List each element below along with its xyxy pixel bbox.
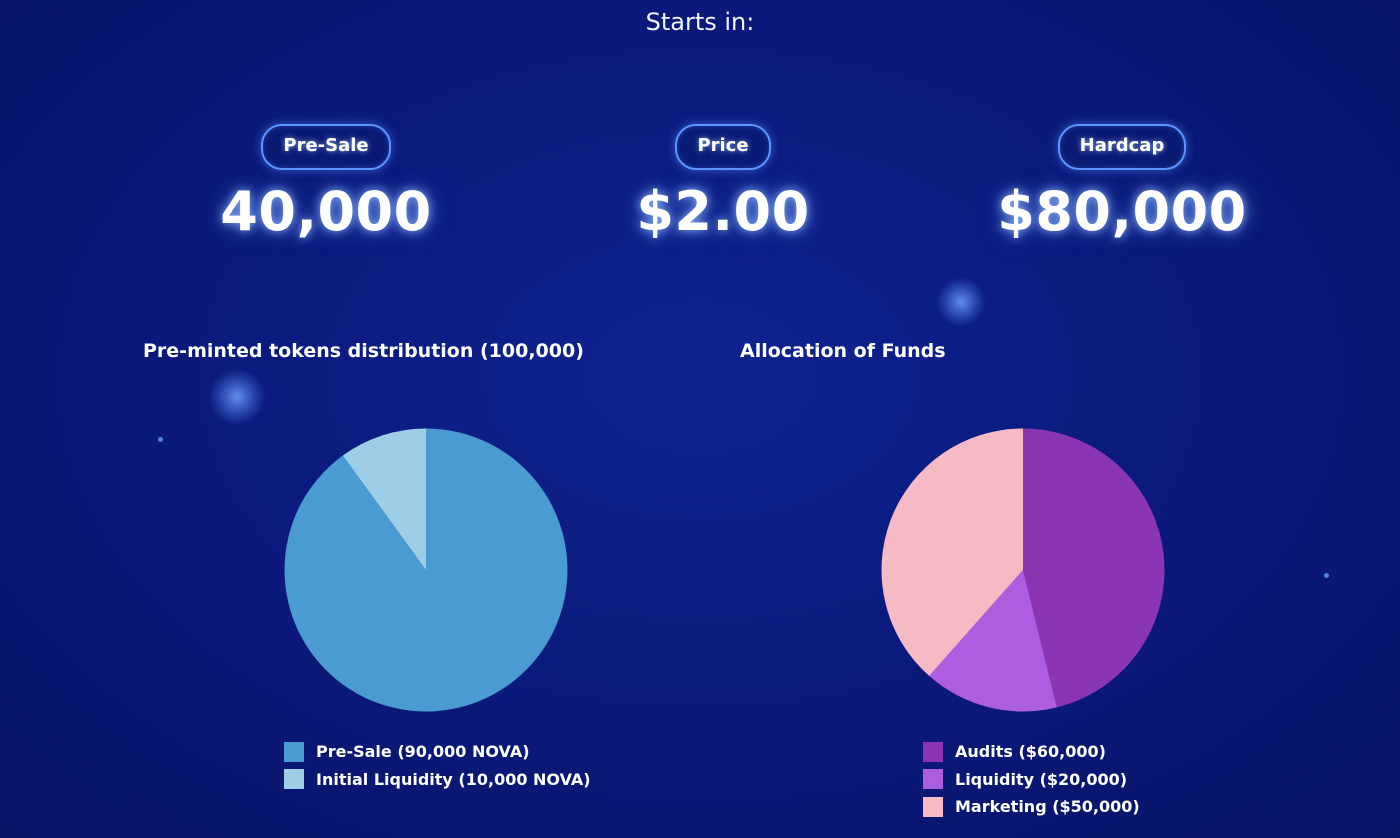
hardcap-pill: Hardcap	[1057, 124, 1187, 170]
pie-slice-3	[881, 428, 1023, 676]
legend-swatch	[923, 796, 943, 817]
pie-slice-1	[284, 428, 568, 712]
fund-allocation-pie	[881, 428, 1165, 712]
star-dot	[1324, 573, 1329, 578]
legend-swatch	[284, 769, 304, 790]
pie-slice-1	[1023, 428, 1165, 708]
legend-label: Liquidity ($20,000)	[955, 769, 1128, 789]
legend-swatch	[923, 741, 943, 762]
hardcap-stat: Hardcap $80,000	[912, 124, 1332, 243]
token-distribution-legend: Pre-Sale (90,000 NOVA) Initial Liquidity …	[284, 738, 591, 793]
pie-slice-2	[929, 570, 1057, 712]
token-distribution-pie	[284, 428, 568, 712]
presale-stat: Pre-Sale 40,000	[116, 124, 536, 243]
pie-slice-2	[342, 428, 426, 570]
price-stat: Price $2.00	[513, 124, 933, 243]
legend-label: Audits ($60,000)	[955, 742, 1106, 762]
star-dot	[158, 437, 163, 442]
token-distribution-title: Pre-minted tokens distribution (100,000)	[143, 340, 584, 362]
fund-allocation-title: Allocation of Funds	[740, 340, 946, 362]
price-value: $2.00	[636, 180, 810, 243]
glow-orb	[208, 368, 266, 426]
legend-label: Initial Liquidity (10,000 NOVA)	[316, 769, 591, 789]
legend-label: Marketing ($50,000)	[955, 797, 1140, 817]
glow-orb	[936, 277, 986, 327]
starts-in-label: Starts in:	[645, 8, 755, 36]
legend-item: Initial Liquidity (10,000 NOVA)	[284, 766, 591, 794]
legend-swatch	[284, 741, 304, 762]
legend-item: Pre-Sale (90,000 NOVA)	[284, 738, 591, 766]
legend-label: Pre-Sale (90,000 NOVA)	[316, 742, 530, 762]
legend-item: Marketing ($50,000)	[923, 793, 1140, 821]
presale-value: 40,000	[220, 180, 432, 243]
legend-swatch	[923, 769, 943, 790]
presale-pill: Pre-Sale	[261, 124, 391, 170]
price-pill: Price	[675, 124, 771, 170]
hardcap-value: $80,000	[997, 180, 1247, 243]
legend-item: Audits ($60,000)	[923, 738, 1140, 766]
legend-item: Liquidity ($20,000)	[923, 766, 1140, 794]
fund-allocation-legend: Audits ($60,000) Liquidity ($20,000) Marke…	[923, 738, 1140, 821]
